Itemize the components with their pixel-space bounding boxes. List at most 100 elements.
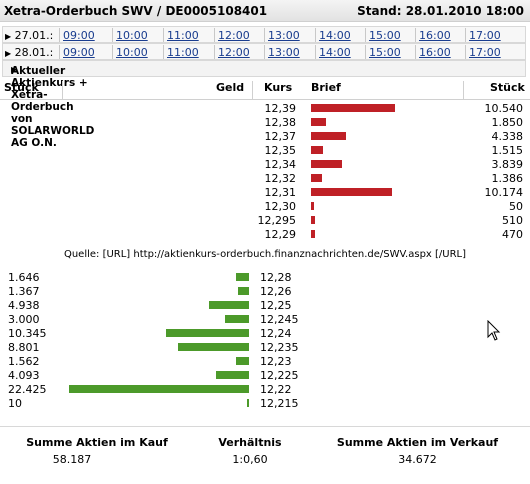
ask-stueck: 50 bbox=[509, 200, 523, 213]
bid-volume-bar bbox=[236, 273, 249, 281]
page-title: Xetra-Orderbuch SWV / DE0005108401 bbox=[4, 4, 268, 18]
ask-volume-bar bbox=[311, 202, 314, 210]
ask-price: 12,30 bbox=[264, 200, 297, 213]
ask-volume-bar bbox=[311, 174, 322, 182]
time-link[interactable]: 14:00 bbox=[319, 46, 351, 59]
time-link[interactable]: 15:00 bbox=[369, 29, 401, 42]
sum-buy-value: 58.187 bbox=[52, 453, 92, 466]
ask-volume-bar bbox=[311, 118, 326, 126]
time-link[interactable]: 14:00 bbox=[319, 29, 351, 42]
ask-price: 12,39 bbox=[264, 102, 297, 115]
triangle-right-icon: ▶ bbox=[5, 49, 12, 58]
ask-stueck: 3.839 bbox=[491, 158, 524, 171]
time-link[interactable]: 17:00 bbox=[469, 29, 501, 42]
ask-volume-bar bbox=[311, 188, 392, 196]
bid-price: 12,245 bbox=[260, 313, 299, 326]
time-link[interactable]: 17:00 bbox=[469, 46, 501, 59]
bid-volume-bar bbox=[69, 385, 249, 393]
time-row-date: ▶ 28.01.: bbox=[5, 46, 54, 59]
time-link[interactable]: 13:00 bbox=[268, 46, 300, 59]
time-link[interactable]: 11:00 bbox=[167, 46, 199, 59]
source-text: Quelle: [URL] http://aktienkurs-orderbuc… bbox=[63, 249, 467, 260]
bid-volume-bar bbox=[166, 329, 249, 337]
ask-stueck: 1.386 bbox=[491, 172, 524, 185]
ask-volume-bar bbox=[311, 104, 395, 112]
ask-price: 12,29 bbox=[264, 228, 297, 241]
sum-buy-label: Summe Aktien im Kauf bbox=[26, 436, 168, 449]
ask-stueck: 1.850 bbox=[491, 116, 524, 129]
ask-price: 12,37 bbox=[264, 130, 297, 143]
ask-volume-bar bbox=[311, 216, 315, 224]
time-row-27: ▶ 27.01.: 09:00 10:00 11:00 12:00 13:00 14:00… bbox=[2, 26, 526, 43]
bid-price: 12,28 bbox=[260, 271, 292, 284]
bid-volume-bar bbox=[178, 343, 249, 351]
col-brief: Brief bbox=[311, 81, 341, 94]
bid-stueck: 4.093 bbox=[8, 369, 40, 382]
ask-volume-bar bbox=[311, 230, 315, 238]
bid-volume-bar bbox=[225, 315, 249, 323]
time-link[interactable]: 09:00 bbox=[63, 46, 95, 59]
ask-stueck: 470 bbox=[502, 228, 523, 241]
bid-price: 12,24 bbox=[260, 327, 292, 340]
triangle-right-icon: ▶ bbox=[5, 32, 12, 41]
ask-price: 12,295 bbox=[257, 214, 297, 227]
ask-volume-bar bbox=[311, 160, 342, 168]
bid-volume-bar bbox=[238, 287, 249, 295]
ask-stueck: 10.174 bbox=[484, 186, 524, 199]
time-link[interactable]: 15:00 bbox=[369, 46, 401, 59]
bid-volume-bar bbox=[209, 301, 249, 309]
title-bar: Xetra-Orderbuch SWV / DE0005108401 Stand… bbox=[0, 0, 530, 22]
time-link[interactable]: 10:00 bbox=[116, 46, 148, 59]
time-link[interactable]: 13:00 bbox=[268, 29, 300, 42]
bid-price: 12,25 bbox=[260, 299, 292, 312]
col-kurs: Kurs bbox=[264, 81, 293, 94]
bid-stueck: 8.801 bbox=[8, 341, 40, 354]
sum-sell-label: Summe Aktien im Verkauf bbox=[336, 436, 499, 449]
bid-price: 12,22 bbox=[260, 383, 292, 396]
ask-price: 12,32 bbox=[264, 172, 297, 185]
bid-price: 12,23 bbox=[260, 355, 292, 368]
time-row-date: ▶ 27.01.: bbox=[5, 29, 54, 42]
time-link[interactable]: 11:00 bbox=[167, 29, 199, 42]
ask-price: 12,35 bbox=[264, 144, 297, 157]
ratio-label: Verhältnis bbox=[218, 436, 282, 449]
col-stueck-right: Stück bbox=[490, 81, 525, 94]
bid-stueck: 3.000 bbox=[8, 313, 40, 326]
ask-price: 12,31 bbox=[264, 186, 297, 199]
time-link[interactable]: 10:00 bbox=[116, 29, 148, 42]
sum-sell-value: 34.672 bbox=[398, 453, 437, 466]
bid-stueck: 1.646 bbox=[8, 271, 40, 284]
ask-stueck: 4.338 bbox=[491, 130, 524, 143]
bid-stueck: 22.425 bbox=[8, 383, 47, 396]
bid-volume-bar bbox=[216, 371, 249, 379]
col-stueck-left: Stück bbox=[4, 81, 39, 94]
time-link[interactable]: 16:00 bbox=[419, 46, 451, 59]
bid-volume-bar bbox=[236, 357, 249, 365]
time-link[interactable]: 09:00 bbox=[63, 29, 95, 42]
ask-price: 12,38 bbox=[264, 116, 297, 129]
bid-stueck: 10.345 bbox=[8, 327, 47, 340]
triangle-right-icon: ▶ bbox=[11, 65, 18, 74]
col-geld: Geld bbox=[216, 81, 245, 94]
bid-stueck: 1.562 bbox=[8, 355, 40, 368]
time-row-28: ▶ 28.01.: 09:00 10:00 11:00 12:00 13:00 14:00… bbox=[2, 43, 526, 60]
bid-price: 12,235 bbox=[260, 341, 299, 354]
ratio-value: 1:0,60 bbox=[232, 453, 268, 466]
time-link[interactable]: 16:00 bbox=[419, 29, 451, 42]
mouse-pointer-icon bbox=[487, 320, 501, 341]
ask-stueck: 10.540 bbox=[484, 102, 524, 115]
bid-stueck: 4.938 bbox=[8, 299, 40, 312]
ask-stueck: 1.515 bbox=[491, 144, 524, 157]
ask-price: 12,34 bbox=[264, 158, 297, 171]
ask-volume-bar bbox=[311, 132, 346, 140]
bid-volume-bar bbox=[247, 399, 249, 407]
time-link[interactable]: 12:00 bbox=[218, 29, 250, 42]
bid-price: 12,225 bbox=[260, 369, 299, 382]
bid-price: 12,26 bbox=[260, 285, 292, 298]
section-heading-text: Aktueller Aktienkurs + Xetra-Orderbuch v… bbox=[11, 65, 95, 149]
ask-volume-bar bbox=[311, 146, 323, 154]
bid-stueck: 1.367 bbox=[8, 285, 40, 298]
ask-stueck: 510 bbox=[502, 214, 523, 227]
time-link[interactable]: 12:00 bbox=[218, 46, 250, 59]
bid-price: 12,215 bbox=[260, 397, 299, 410]
